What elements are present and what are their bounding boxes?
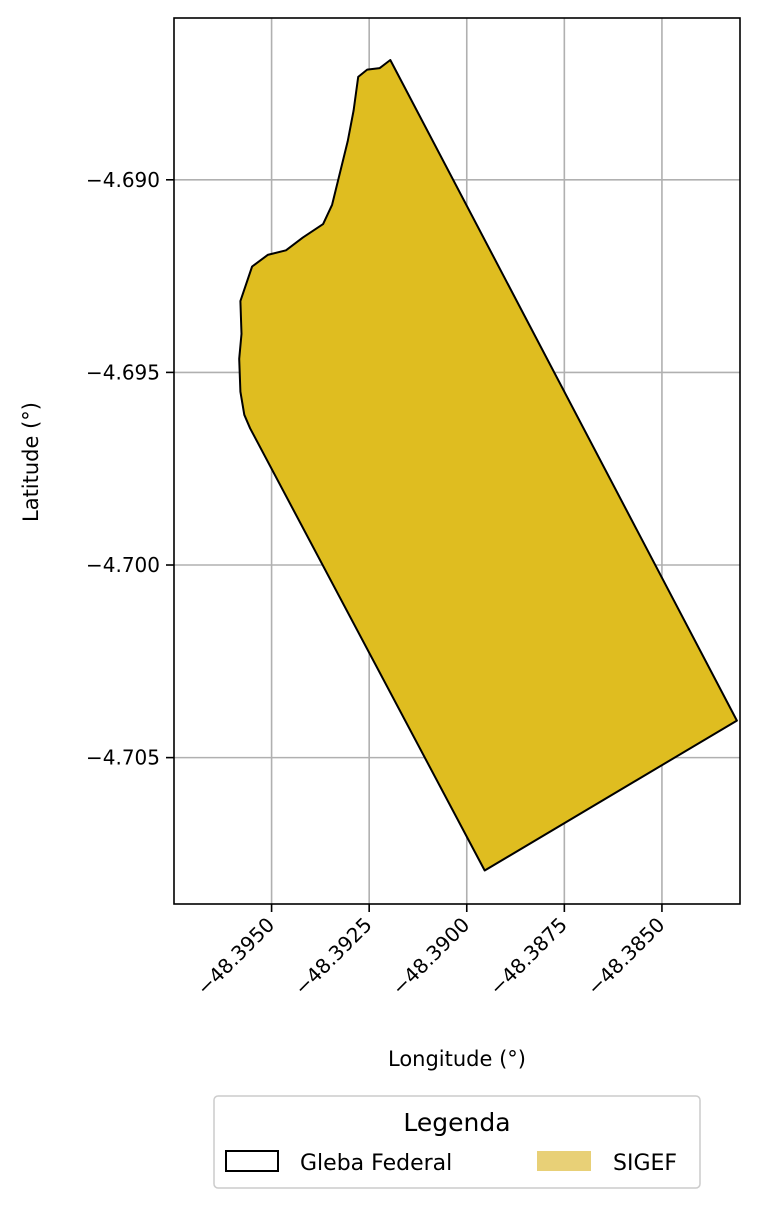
legend-label-sigef: SIGEF — [613, 1151, 677, 1176]
x-tick-label: −48.3925 — [289, 913, 376, 1000]
y-tick-label: −4.705 — [86, 746, 160, 770]
legend-title: Legenda — [403, 1108, 510, 1137]
y-tick-label: −4.695 — [86, 360, 160, 384]
legend-label-gleba-federal: Gleba Federal — [300, 1151, 452, 1176]
legend-swatch-sigef — [537, 1151, 591, 1171]
x-tick-label: −48.3900 — [387, 913, 474, 1000]
y-tick-label: −4.690 — [86, 168, 160, 192]
x-axis-label: Longitude (°) — [388, 1047, 526, 1071]
x-tick-label: −48.3850 — [582, 913, 669, 1000]
legend: Legenda Gleba Federal SIGEF — [213, 1095, 701, 1189]
axes-frame — [173, 17, 741, 905]
y-tick-label: −4.700 — [86, 553, 160, 577]
y-axis-label: Latitude (°) — [19, 402, 43, 522]
legend-swatch-gleba-federal — [225, 1150, 279, 1172]
polygon-layer — [238, 59, 738, 872]
x-tick-label: −48.3950 — [192, 913, 279, 1000]
x-tick-label: −48.3875 — [485, 913, 572, 1000]
sigef-parcel-polygon — [238, 59, 738, 872]
